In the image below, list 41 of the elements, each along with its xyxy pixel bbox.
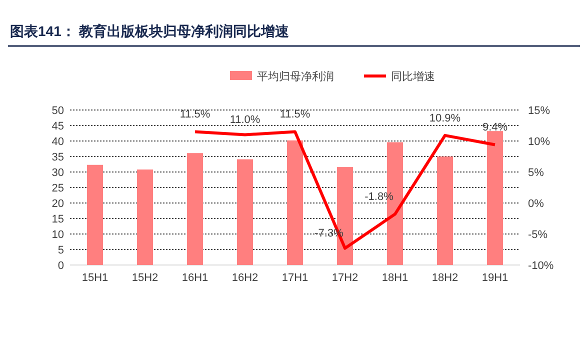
y2-tick-label: -10% [528, 260, 554, 272]
legend-label: 同比增速 [391, 70, 435, 83]
line-series [194, 130, 496, 250]
legend-label: 平均归母净利润 [257, 70, 334, 83]
data-label: 11.5% [280, 108, 310, 121]
y2-tick-label: 10% [528, 136, 550, 148]
data-label: 11.0% [230, 114, 260, 126]
x-tick-label: 18H1 [382, 272, 408, 284]
y-tick-label: 40 [52, 136, 64, 148]
data-label: 11.5% [180, 108, 210, 121]
x-tick-label: 15H1 [82, 272, 108, 284]
bar [87, 164, 103, 265]
x-tick-label: 19H1 [482, 272, 508, 284]
y-tick-label: 25 [52, 182, 64, 194]
bar [437, 156, 453, 265]
y2-tick-label: -5% [528, 229, 548, 241]
y-tick-label: 0 [58, 260, 64, 272]
y2-tick-label: 5% [528, 167, 544, 179]
bar [237, 159, 253, 265]
y-tick-label: 35 [52, 152, 64, 164]
x-tick-label: 16H1 [182, 272, 208, 284]
x-tick-label: 18H2 [432, 272, 458, 284]
y2-tick-label: 15% [528, 105, 550, 117]
y-tick-label: 30 [52, 167, 64, 179]
y-tick-label: 5 [58, 244, 64, 256]
y-tick-label: 15 [52, 214, 64, 226]
y-tick-label: 50 [52, 105, 64, 117]
data-label: 10.9% [429, 112, 461, 124]
bar [137, 170, 153, 265]
y-tick-label: 10 [52, 229, 64, 241]
bar [487, 131, 503, 265]
x-tick-label: 17H2 [332, 272, 358, 284]
chart-title: 图表141： 教育出版板块归母净利润同比增速 [10, 23, 290, 39]
x-tick-label: 15H2 [132, 272, 158, 284]
y-tick-label: 20 [52, 198, 64, 210]
x-tick-label: 16H2 [232, 272, 258, 284]
bar [287, 140, 303, 265]
y2-tick-label: 0% [528, 198, 544, 210]
bar [187, 153, 203, 265]
x-tick-label: 17H1 [282, 272, 308, 284]
y-tick-label: 45 [52, 120, 64, 132]
